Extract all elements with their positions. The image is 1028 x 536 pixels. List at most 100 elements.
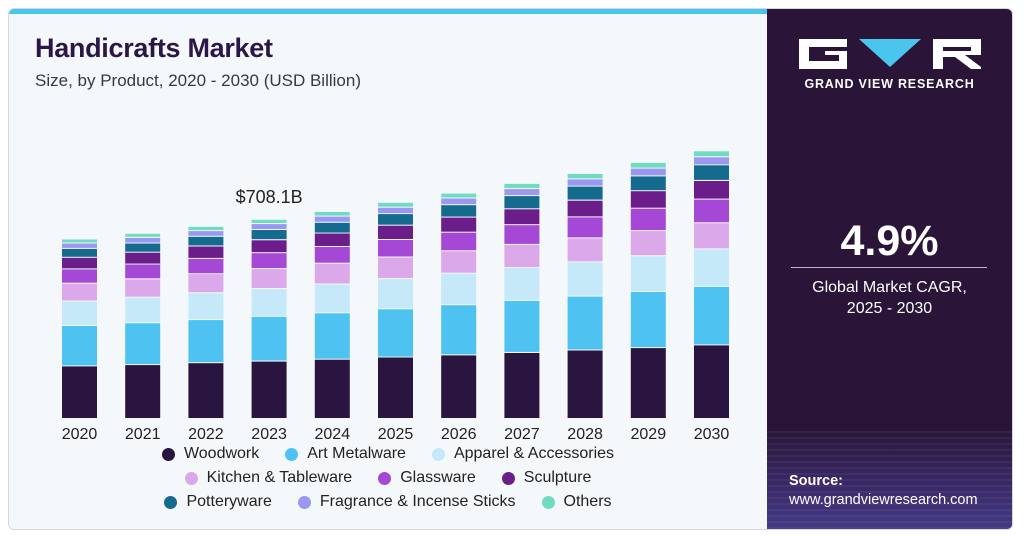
x-tick-label: 2026 [441,426,477,443]
grand-view-research-logo [799,39,981,69]
legend-swatch [297,495,311,509]
bar-2024-4 [314,247,350,263]
chart-legend: Woodwork Art Metalware Apparel & Accessori… [9,442,767,514]
bar-2021-5 [125,252,161,264]
bar-2026-4 [441,232,477,251]
bar-2023-2 [251,289,287,316]
chart-title: Handicrafts Market [35,33,273,63]
bar-2026-5 [441,217,477,232]
bar-2023-4 [251,253,287,269]
bar-2028-3 [567,238,603,262]
x-tick-label: 2030 [694,426,730,443]
bar-2029-3 [630,231,666,256]
legend-swatch [161,447,175,461]
bar-2020-0 [62,366,97,418]
bar-2022-5 [188,246,224,258]
legend-label: Woodwork [183,445,260,462]
bar-2027-7 [504,189,540,196]
bar-2025-3 [378,257,413,279]
bar-2026-8 [441,193,477,198]
bar-2027-2 [504,268,540,300]
bar-2026-1 [441,305,477,355]
bar-2028-0 [567,350,603,418]
cagr-label-line1: Global Market CAGR, [812,279,967,296]
bar-2030-5 [694,181,729,199]
bar-2021-7 [125,237,161,243]
bar-2029-6 [630,176,666,191]
bar-2026-0 [441,355,477,418]
x-tick-label: 2023 [251,426,287,443]
bar-2021-4 [125,264,161,279]
bar-2030-0 [694,345,729,418]
data-label: $708.1B [236,187,303,207]
bar-2025-2 [378,279,413,309]
legend-label: Glassware [400,469,476,486]
legend-label: Potteryware [186,493,272,510]
bar-2027-5 [504,209,540,225]
x-tick-label: 2027 [504,426,540,443]
bar-2025-4 [378,240,413,257]
bar-2029-1 [630,292,666,348]
bar-2024-1 [314,313,350,359]
bar-2022-8 [188,226,224,231]
cagr-label: Global Market CAGR, 2025 - 2030 [767,277,1012,319]
legend-label: Fragrance & Incense Sticks [319,493,516,510]
bar-2021-8 [125,233,161,237]
bar-2024-3 [314,263,350,284]
sidebar-panel: GRAND VIEW RESEARCH 4.9% Global Market C… [767,9,1012,529]
bar-2023-7 [251,224,287,229]
bar-2029-7 [630,168,666,176]
source-label: Source: [789,473,843,489]
brand-name: GRAND VIEW RESEARCH [804,77,975,91]
legend-item: Potteryware [164,493,272,511]
legend-swatch [431,447,445,461]
legend-swatch [541,495,555,509]
bar-2022-2 [188,293,224,320]
bar-2022-0 [188,363,224,418]
bar-2024-0 [314,359,350,418]
bar-2025-8 [378,202,413,207]
source-url[interactable]: www.grandviewresearch.com [789,492,978,508]
bar-2027-1 [504,300,540,352]
bar-2028-7 [567,179,603,186]
x-tick-label: 2029 [631,426,667,443]
bar-2029-5 [630,191,666,208]
bar-2020-7 [62,243,97,248]
legend-row: Woodwork Art Metalware Apparel & Accessori… [9,442,767,466]
infographic-card: Handicrafts Market Size, by Product, 202… [8,8,1013,530]
accent-bar [9,9,767,14]
bar-2025-6 [378,214,413,225]
bar-2021-1 [125,323,161,365]
legend-label: Others [563,493,612,510]
legend-swatch [184,471,198,485]
legend-swatch [501,471,515,485]
bar-2026-2 [441,273,477,305]
legend-label: Sculpture [523,469,592,486]
x-tick-label: 2028 [567,426,603,443]
bar-2023-5 [251,240,287,253]
bar-2030-6 [694,165,729,180]
bar-2030-8 [694,151,729,157]
bar-2020-8 [62,239,97,243]
legend-swatch [164,495,178,509]
bar-2025-5 [378,225,413,239]
bar-2028-8 [567,174,603,179]
bar-2030-7 [694,157,729,165]
cagr-label-line2: 2025 - 2030 [846,300,933,317]
legend-row: Kitchen & Tableware Glassware Sculpture [9,466,767,490]
bar-2020-1 [62,326,97,366]
bar-2025-0 [378,357,413,418]
bar-2027-0 [504,353,540,418]
bar-2027-4 [504,225,540,244]
bar-2028-1 [567,296,603,350]
bar-2030-4 [694,199,729,223]
bar-2027-3 [504,244,540,268]
bar-2027-8 [504,183,540,188]
sidebar-gradient [767,429,1012,529]
chart-subtitle: Size, by Product, 2020 - 2030 (USD Billi… [35,71,361,90]
bar-2021-0 [125,365,161,418]
bar-2026-6 [441,205,477,217]
bar-2023-3 [251,269,287,288]
bar-2030-3 [694,223,729,249]
legend-swatch [285,447,299,461]
